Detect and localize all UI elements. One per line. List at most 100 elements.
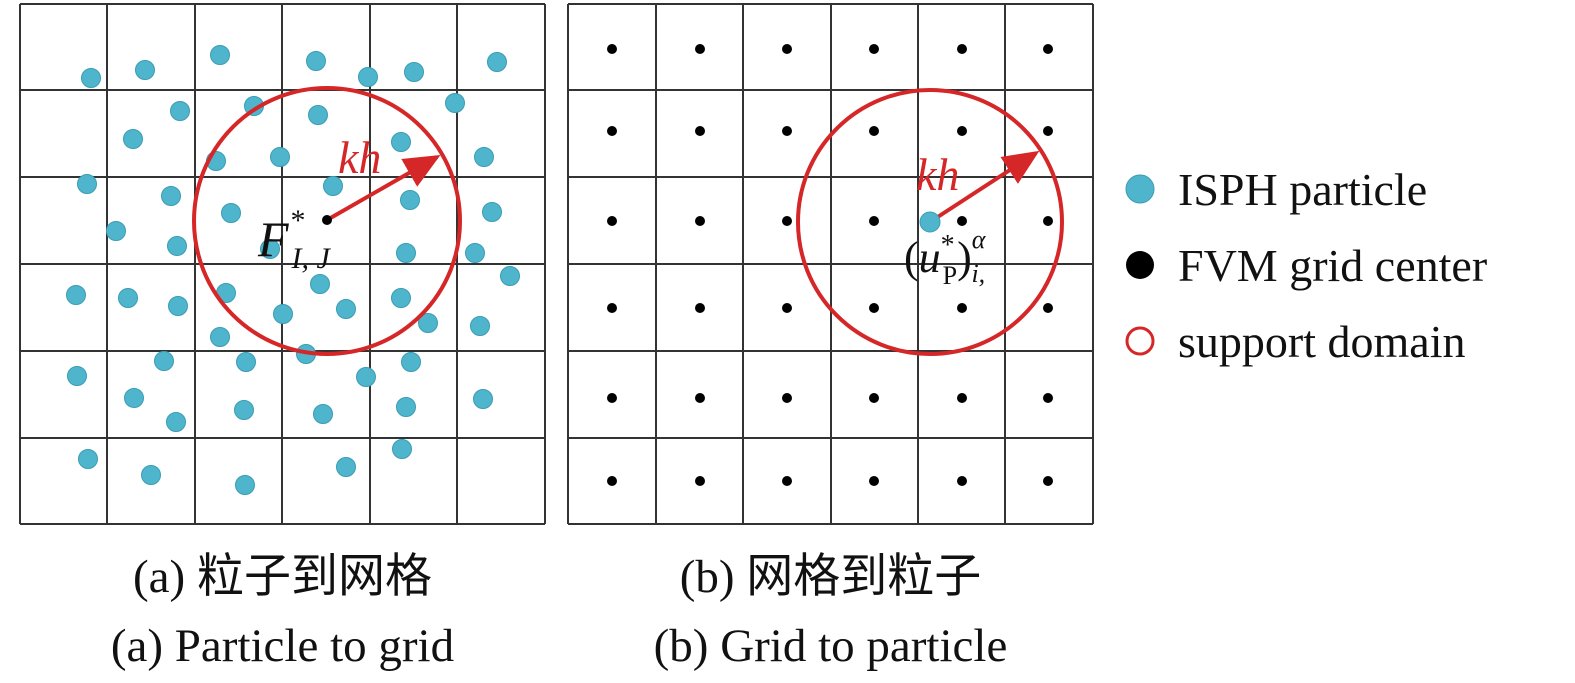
grid-center-dot bbox=[869, 44, 879, 54]
panel-a-grid-center-dot bbox=[322, 215, 332, 225]
grid-center-dot bbox=[869, 476, 879, 486]
grid-center-dot bbox=[782, 126, 792, 136]
grid-center-dot bbox=[869, 216, 879, 226]
panel-a-support-domain bbox=[192, 86, 462, 356]
grid-center-dot bbox=[695, 393, 705, 403]
grid-center-dot bbox=[957, 216, 967, 226]
grid-center-dot bbox=[1043, 126, 1053, 136]
panel-b-caption-zh: (b) 网格到粒子 bbox=[679, 551, 982, 603]
particle-dot bbox=[396, 243, 416, 263]
panel-b-particle-label: (u* P)α i, bbox=[904, 225, 987, 290]
particle-icon bbox=[1125, 174, 1155, 204]
particle-dot bbox=[236, 352, 256, 372]
particle-dot bbox=[391, 288, 411, 308]
particle-dot bbox=[221, 203, 241, 223]
grid-center-dot bbox=[957, 476, 967, 486]
grid-center-dot bbox=[869, 303, 879, 313]
grid-center-dot bbox=[1043, 393, 1053, 403]
particle-dot bbox=[118, 288, 138, 308]
grid-center-dot bbox=[869, 126, 879, 136]
particle-dot bbox=[336, 457, 356, 477]
particle-dot bbox=[487, 52, 507, 72]
particle-dot bbox=[396, 397, 416, 417]
grid-center-dot bbox=[957, 44, 967, 54]
particle-dot bbox=[154, 351, 174, 371]
grid-center-dot bbox=[607, 476, 617, 486]
particle-dot bbox=[482, 202, 502, 222]
panel-b-radius-arrow bbox=[928, 150, 1040, 224]
grid-center-dot bbox=[782, 44, 792, 54]
grid-center-dot bbox=[607, 126, 617, 136]
particle-dot bbox=[106, 221, 126, 241]
particle-dot bbox=[167, 236, 187, 256]
panel-b-support-domain bbox=[796, 88, 1064, 356]
particle-dot bbox=[306, 51, 326, 71]
particle-dot bbox=[210, 45, 230, 65]
particle-dot bbox=[135, 60, 155, 80]
legend: ISPH particle FVM grid center support do… bbox=[1125, 164, 1487, 367]
particle-dot bbox=[465, 243, 485, 263]
particle-dot bbox=[260, 239, 280, 259]
particle-dot bbox=[356, 367, 376, 387]
particle-dot bbox=[418, 313, 438, 333]
grid-center-dot bbox=[1043, 303, 1053, 313]
grid-center-icon bbox=[1126, 251, 1154, 279]
particle-dot bbox=[404, 62, 424, 82]
particle-dot bbox=[273, 304, 293, 324]
grid-center-dot bbox=[607, 216, 617, 226]
particle-dot bbox=[323, 176, 343, 196]
legend-support: support domain bbox=[1125, 316, 1465, 367]
grid-center-dot bbox=[695, 303, 705, 313]
grid-center-dot bbox=[869, 393, 879, 403]
particle-dot bbox=[210, 327, 230, 347]
particle-dot bbox=[161, 186, 181, 206]
particle-dot bbox=[66, 285, 86, 305]
grid-center-dot bbox=[695, 44, 705, 54]
legend-particle: ISPH particle bbox=[1125, 164, 1427, 215]
panel-a-grid bbox=[19, 3, 546, 525]
particle-dot bbox=[313, 404, 333, 424]
particle-dot bbox=[141, 465, 161, 485]
particle-dot bbox=[123, 129, 143, 149]
panel-b-grid-centers bbox=[607, 44, 1053, 486]
grid-center-dot bbox=[782, 216, 792, 226]
grid-center-dot bbox=[607, 44, 617, 54]
particle-dot bbox=[234, 400, 254, 420]
particle-dot bbox=[400, 190, 420, 210]
particle-dot bbox=[81, 68, 101, 88]
grid-center-dot bbox=[695, 476, 705, 486]
grid-center-dot bbox=[607, 393, 617, 403]
particle-dot bbox=[77, 174, 97, 194]
panel-b-radius-label: kh bbox=[916, 149, 959, 200]
particle-dot bbox=[392, 439, 412, 459]
particle-dot bbox=[67, 366, 87, 386]
particle-dot bbox=[473, 389, 493, 409]
panel-b: kh (u* P)α i, bbox=[567, 3, 1094, 525]
grid-center-dot bbox=[782, 393, 792, 403]
panel-a-caption-zh: (a) 粒子到网格 bbox=[133, 551, 432, 603]
grid-center-dot bbox=[1043, 476, 1053, 486]
particle-dot bbox=[474, 147, 494, 167]
particle-dot bbox=[310, 274, 330, 294]
particle-dot bbox=[470, 316, 490, 336]
grid-center-dot bbox=[957, 303, 967, 313]
particle-dot bbox=[124, 388, 144, 408]
particle-dot bbox=[401, 352, 421, 372]
legend-particle-label: ISPH particle bbox=[1178, 164, 1427, 215]
panel-b-grid bbox=[567, 3, 1094, 525]
particle-dot bbox=[170, 101, 190, 121]
legend-support-label: support domain bbox=[1178, 316, 1465, 367]
grid-center-dot bbox=[607, 303, 617, 313]
particle-dot bbox=[270, 147, 290, 167]
grid-center-dot bbox=[782, 303, 792, 313]
particle-dot bbox=[391, 132, 411, 152]
legend-grid-center: FVM grid center bbox=[1126, 240, 1487, 291]
panel-a-radius-label: kh bbox=[338, 132, 381, 183]
particle-dot bbox=[168, 296, 188, 316]
particle-dot bbox=[166, 412, 186, 432]
particle-dot bbox=[336, 299, 356, 319]
panel-b-particle bbox=[919, 211, 941, 233]
grid-center-dot bbox=[957, 393, 967, 403]
panel-a: kh F* I, J bbox=[19, 3, 546, 525]
